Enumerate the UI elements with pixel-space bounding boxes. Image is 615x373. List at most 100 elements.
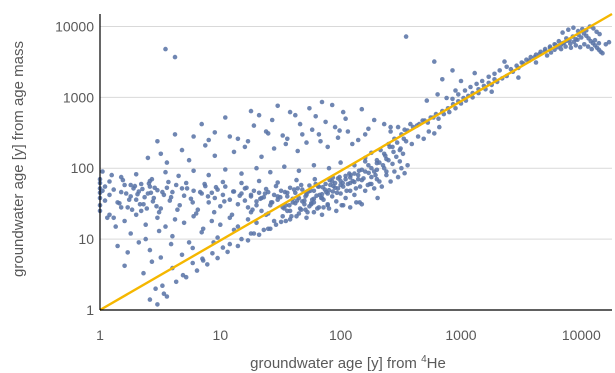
data-point bbox=[516, 75, 521, 80]
data-point bbox=[362, 159, 368, 164]
data-point bbox=[268, 226, 273, 232]
data-point bbox=[447, 109, 452, 115]
data-point bbox=[191, 168, 196, 174]
data-point bbox=[311, 188, 317, 194]
data-point bbox=[415, 134, 421, 139]
data-point bbox=[135, 191, 140, 197]
data-point bbox=[338, 160, 343, 165]
data-point bbox=[220, 179, 226, 185]
data-point bbox=[357, 184, 363, 189]
data-point bbox=[181, 193, 187, 198]
data-point bbox=[285, 194, 290, 199]
data-point bbox=[227, 241, 233, 247]
data-point bbox=[244, 185, 249, 191]
data-point bbox=[362, 132, 368, 137]
data-point bbox=[347, 171, 352, 176]
data-point bbox=[102, 184, 108, 189]
data-point bbox=[190, 245, 195, 251]
data-point bbox=[585, 44, 591, 49]
data-point bbox=[337, 128, 342, 133]
data-point bbox=[143, 236, 148, 242]
data-point bbox=[315, 206, 320, 211]
data-point bbox=[303, 194, 308, 199]
data-point bbox=[173, 279, 179, 285]
data-point bbox=[589, 46, 594, 52]
data-point bbox=[294, 198, 300, 203]
data-point bbox=[146, 181, 152, 186]
data-point bbox=[166, 179, 171, 185]
data-point bbox=[355, 137, 361, 143]
data-point bbox=[206, 172, 211, 178]
data-point bbox=[156, 209, 162, 215]
data-point bbox=[235, 243, 241, 249]
data-point bbox=[193, 211, 199, 216]
data-point bbox=[142, 194, 147, 200]
data-point bbox=[176, 173, 181, 179]
data-point bbox=[334, 199, 339, 204]
data-point bbox=[278, 194, 283, 200]
data-point bbox=[533, 60, 539, 65]
data-point bbox=[215, 255, 220, 261]
data-point bbox=[129, 207, 135, 212]
data-point bbox=[173, 182, 179, 188]
data-point bbox=[374, 176, 380, 182]
data-point bbox=[190, 260, 195, 266]
data-point bbox=[591, 26, 596, 31]
data-point bbox=[164, 160, 170, 165]
data-point bbox=[504, 64, 510, 70]
data-point bbox=[200, 226, 206, 232]
data-point bbox=[153, 286, 158, 292]
data-point bbox=[304, 140, 309, 145]
data-point bbox=[163, 169, 168, 175]
data-point bbox=[271, 192, 277, 198]
data-point bbox=[136, 240, 142, 245]
data-point bbox=[248, 108, 254, 114]
data-point bbox=[307, 106, 312, 111]
data-point bbox=[245, 238, 251, 243]
data-point bbox=[181, 220, 187, 226]
data-point bbox=[235, 224, 241, 229]
data-point bbox=[450, 68, 455, 73]
y-tick-label: 100 bbox=[71, 160, 95, 176]
data-point bbox=[183, 180, 189, 186]
data-point bbox=[352, 171, 357, 176]
data-point bbox=[141, 202, 146, 207]
data-point bbox=[195, 207, 201, 212]
data-point bbox=[453, 88, 458, 93]
data-point bbox=[184, 186, 190, 191]
data-point bbox=[145, 155, 151, 161]
data-point bbox=[571, 39, 577, 44]
data-point bbox=[107, 192, 112, 198]
data-point bbox=[573, 43, 579, 48]
data-point bbox=[359, 106, 365, 112]
data-point bbox=[338, 191, 343, 196]
data-point bbox=[366, 170, 372, 176]
data-point bbox=[133, 197, 139, 202]
data-point bbox=[273, 183, 279, 189]
data-point bbox=[311, 196, 317, 202]
data-point bbox=[275, 180, 281, 185]
data-point bbox=[133, 172, 139, 177]
data-point bbox=[344, 188, 349, 194]
data-point bbox=[323, 119, 328, 125]
y-tick-labels: 1 10 100 1000 10000 bbox=[55, 18, 94, 318]
data-point bbox=[230, 189, 236, 194]
data-point bbox=[335, 135, 341, 140]
data-point bbox=[227, 197, 233, 202]
x-tick-labels: 1 10 100 1000 10000 bbox=[96, 327, 601, 343]
data-point bbox=[435, 92, 440, 97]
data-point bbox=[100, 169, 105, 174]
data-point bbox=[456, 92, 461, 97]
data-point bbox=[248, 192, 254, 198]
data-point bbox=[353, 186, 359, 191]
data-point bbox=[345, 129, 351, 134]
data-point bbox=[369, 174, 374, 180]
data-point bbox=[402, 127, 407, 132]
data-point bbox=[111, 215, 116, 221]
data-point bbox=[268, 200, 274, 205]
data-point bbox=[377, 160, 382, 165]
data-point bbox=[239, 171, 244, 176]
data-point bbox=[309, 202, 314, 207]
data-point bbox=[297, 121, 303, 127]
data-point bbox=[242, 198, 248, 203]
